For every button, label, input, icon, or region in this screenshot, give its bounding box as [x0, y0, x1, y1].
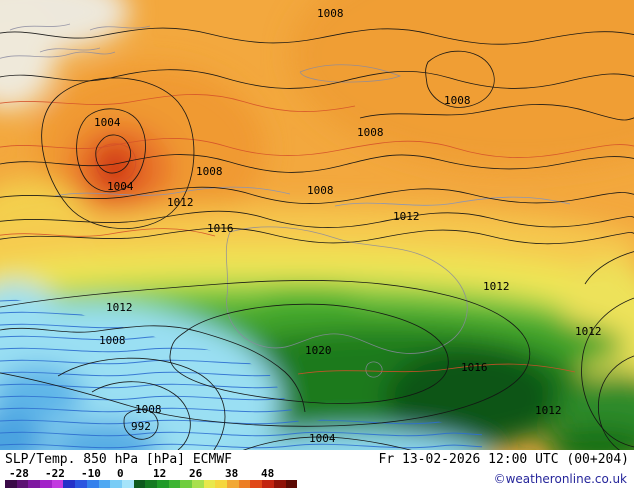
contour-label: 1004 — [309, 432, 336, 445]
scale-color-segment — [262, 480, 274, 488]
temperature-scale: -28 -22 -10 0 12 26 38 48 — [5, 468, 298, 489]
scale-color-segment — [121, 480, 134, 488]
scale-color-segment — [75, 480, 87, 488]
map-area: 1008 1004 1008 1008 1004 1008 1012 1008 1016 1012… — [0, 0, 634, 450]
scale-tick: 48 — [261, 467, 275, 480]
scale-color-segment — [63, 480, 76, 488]
copyright: ©weatheronline.co.uk — [493, 471, 627, 486]
scale-color-segment — [145, 480, 157, 488]
scale-color-segment — [250, 480, 263, 488]
scale-color-segment — [168, 480, 181, 488]
contour-label: 1008 — [444, 94, 471, 107]
scale-color-segment — [238, 480, 251, 488]
scale-color-segment — [98, 480, 111, 488]
scale-color-segment — [227, 480, 239, 488]
contour-label: 1008 — [135, 403, 162, 416]
scale-color-segment — [28, 480, 41, 488]
contour-label: 1008 — [196, 165, 223, 178]
contour-label: 1012 — [167, 196, 194, 209]
scale-color-segment — [273, 480, 286, 488]
contour-label: 1004 — [94, 116, 121, 129]
scale-color-segment — [51, 480, 64, 488]
scale-tick: -22 — [45, 467, 65, 480]
contour-label: 1008 — [357, 126, 384, 139]
scale-ticks: -28 -22 -10 0 12 26 38 48 — [5, 468, 297, 480]
scale-tick: -28 — [9, 467, 29, 480]
contour-label: 1008 — [317, 7, 344, 20]
scale-tick: 12 — [153, 467, 167, 480]
scale-color-segment — [133, 480, 146, 488]
scale-color-segment — [110, 480, 122, 488]
scale-color-segment — [180, 480, 192, 488]
contour-label: 1004 — [107, 180, 134, 193]
scale-tick: 38 — [225, 467, 239, 480]
weather-map-svg — [0, 0, 634, 450]
scale-color-segment — [192, 480, 204, 488]
contour-label: 1016 — [461, 361, 488, 374]
scale-bar — [5, 480, 298, 488]
contour-label: 992 — [131, 420, 151, 433]
scale-color-segment — [203, 480, 216, 488]
legend-footer: SLP/Temp. 850 hPa [hPa] ECMWF Fr 13-02-2… — [0, 450, 634, 490]
scale-tick: 26 — [189, 467, 203, 480]
contour-label: 1012 — [575, 325, 602, 338]
scale-color-segment — [40, 480, 52, 488]
scale-color-segment — [156, 480, 169, 488]
map-title: SLP/Temp. 850 hPa [hPa] ECMWF — [5, 452, 232, 467]
contour-label: 1008 — [307, 184, 334, 197]
contour-label: 1012 — [106, 301, 133, 314]
contour-label: 1012 — [393, 210, 420, 223]
contour-label: 1008 — [99, 334, 126, 347]
scale-tick: 0 — [117, 467, 124, 480]
scale-color-segment — [5, 480, 17, 488]
contour-label: 1012 — [483, 280, 510, 293]
coastline-lines — [0, 23, 468, 378]
isotherm-lines-warm — [0, 94, 634, 375]
scale-tick: -10 — [81, 467, 101, 480]
upper-flow-lines — [54, 186, 571, 207]
contour-label: 1020 — [305, 344, 332, 357]
scale-color-segment — [215, 480, 228, 488]
scale-color-segment — [16, 480, 29, 488]
contour-label: 1012 — [535, 404, 562, 417]
scale-color-segment — [285, 480, 298, 488]
isobar-lines — [0, 27, 634, 450]
map-datetime: Fr 13-02-2026 12:00 UTC (00+204) — [378, 452, 629, 467]
contour-label: 1016 — [207, 222, 234, 235]
scale-color-segment — [86, 480, 99, 488]
